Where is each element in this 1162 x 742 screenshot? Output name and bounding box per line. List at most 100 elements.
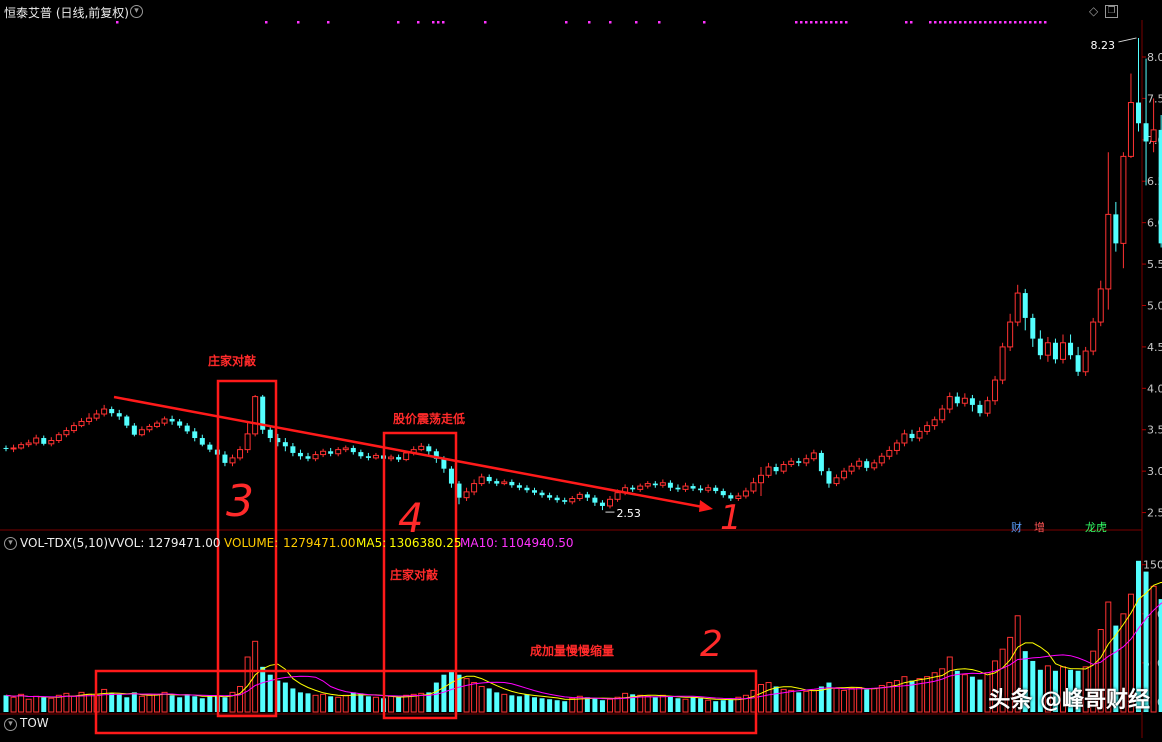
signal-dot bbox=[805, 21, 808, 24]
tow-tab[interactable]: TOW bbox=[20, 716, 49, 730]
candle-body-up bbox=[1090, 321, 1097, 352]
volume-bar-up bbox=[569, 697, 576, 713]
volume-bar-down bbox=[1037, 669, 1043, 712]
volume-bar-up bbox=[1044, 665, 1051, 713]
candle-body-up bbox=[55, 434, 62, 442]
volume-bar-up bbox=[18, 693, 25, 713]
volume-bar-up bbox=[622, 692, 629, 713]
volume-bar-up bbox=[810, 689, 817, 713]
candle-body-up bbox=[614, 492, 621, 500]
volume-bar-up bbox=[946, 656, 953, 713]
candle-body-down bbox=[41, 438, 47, 444]
finance-tag[interactable]: 财 bbox=[1011, 521, 1022, 534]
candle-body-down bbox=[192, 431, 198, 439]
annotation-oscillate: 股价震荡走低 bbox=[393, 412, 466, 426]
volume-bar-up bbox=[637, 694, 644, 713]
candle-body-down bbox=[1022, 293, 1028, 318]
candle-body-up bbox=[750, 482, 757, 492]
candle-body-up bbox=[138, 429, 145, 436]
candle-body-down bbox=[1052, 342, 1058, 360]
candle-body-up bbox=[758, 474, 764, 484]
candle-body-up bbox=[1014, 292, 1021, 323]
candle-body-down bbox=[675, 487, 681, 490]
volume-bar-up bbox=[1097, 629, 1104, 713]
tow-toggle-icon[interactable]: ▾ bbox=[4, 718, 17, 731]
candle-body-down bbox=[592, 497, 598, 503]
volume-bar-up bbox=[161, 691, 168, 713]
price-tick-label: 4.0 bbox=[1147, 382, 1162, 395]
volume-bar-up bbox=[252, 640, 259, 713]
vvol-label: VVOL: bbox=[108, 536, 145, 550]
price-tick-label: 2.5 bbox=[1147, 507, 1162, 520]
candle-body-down bbox=[690, 486, 696, 489]
annotation-dealer-top: 庄家对敲 bbox=[208, 354, 257, 368]
candle-body-up bbox=[312, 454, 319, 460]
volume-bar-down bbox=[909, 680, 915, 712]
volume-bar-down bbox=[524, 694, 530, 712]
volume-bar-up bbox=[312, 694, 319, 713]
candle-body-down bbox=[1030, 317, 1036, 339]
candle-body-down bbox=[358, 452, 364, 457]
candle-body-down bbox=[652, 483, 658, 486]
candle-body-down bbox=[524, 487, 530, 491]
volume-bar-down bbox=[305, 693, 311, 712]
signal-dot bbox=[954, 21, 957, 24]
increase-tag[interactable]: 增 bbox=[1034, 521, 1045, 534]
volume-bar-down bbox=[169, 695, 175, 712]
volume-bar-up bbox=[871, 687, 878, 713]
candle-body-down bbox=[818, 452, 824, 472]
dragon-tiger-tag[interactable]: 龙虎 bbox=[1085, 521, 1107, 534]
candle-body-down bbox=[539, 492, 545, 496]
candle-body-down bbox=[350, 447, 356, 453]
volume-bar-down bbox=[954, 670, 960, 712]
annotation-box-3 bbox=[216, 379, 278, 718]
volume-bar-down bbox=[584, 697, 590, 712]
candle-body-down bbox=[954, 396, 960, 404]
candle-body-up bbox=[946, 396, 953, 410]
vol-toggle-icon[interactable]: ▾ bbox=[4, 537, 17, 550]
volume-bar-down bbox=[192, 696, 198, 712]
restore-icon[interactable]: ❐ bbox=[1105, 5, 1118, 18]
candle-body-down bbox=[116, 413, 122, 417]
candle-body-up bbox=[856, 460, 863, 467]
price-tick-label: 3.5 bbox=[1147, 424, 1162, 437]
candle-body-down bbox=[584, 494, 590, 498]
candle-body-up bbox=[161, 418, 168, 424]
candle-body-down bbox=[532, 490, 537, 493]
volume-bar-down bbox=[1136, 560, 1141, 712]
high-pointer bbox=[1118, 37, 1137, 43]
chevron-down-icon[interactable]: ▾ bbox=[130, 5, 143, 18]
volume-bar-down bbox=[630, 694, 636, 712]
volume-bar-down bbox=[441, 674, 447, 712]
volume-bar-down bbox=[728, 699, 734, 712]
candle-body-up bbox=[418, 445, 425, 451]
candle-body-up bbox=[924, 425, 931, 432]
candle-body-down bbox=[184, 425, 190, 432]
volume-bar-down bbox=[1052, 670, 1058, 712]
volume-bar-down bbox=[3, 695, 9, 712]
vol-indicator-title[interactable]: VOL-TDX(5,10) bbox=[20, 536, 109, 550]
volume-bar-up bbox=[856, 686, 863, 713]
low-price-label: 2.53 bbox=[616, 507, 641, 520]
volume-bar-down bbox=[396, 697, 402, 712]
candle-body-down bbox=[177, 421, 183, 426]
candle-body-up bbox=[1150, 129, 1157, 142]
stock-title[interactable]: 恒泰艾普 (日线,前复权) bbox=[4, 6, 129, 20]
diamond-icon[interactable]: ◇ bbox=[1089, 4, 1099, 18]
signal-dot bbox=[835, 21, 838, 24]
volume-bar-up bbox=[682, 698, 689, 713]
volume-bar-down bbox=[826, 682, 832, 712]
volume-bar-down bbox=[494, 692, 500, 712]
candle-body-up bbox=[607, 498, 613, 507]
volume-bar-down bbox=[796, 692, 802, 712]
volume-bar-up bbox=[576, 695, 583, 713]
candle-body-down bbox=[290, 446, 296, 453]
signal-dot bbox=[934, 21, 937, 24]
volume-bar-up bbox=[372, 696, 379, 713]
volume-bar-up bbox=[86, 693, 93, 713]
volume-bar-up bbox=[471, 682, 478, 713]
candle-body-up bbox=[659, 482, 666, 486]
signal-dot bbox=[815, 21, 818, 24]
volume-bar-down bbox=[532, 697, 537, 712]
candle-body-down bbox=[909, 433, 915, 439]
